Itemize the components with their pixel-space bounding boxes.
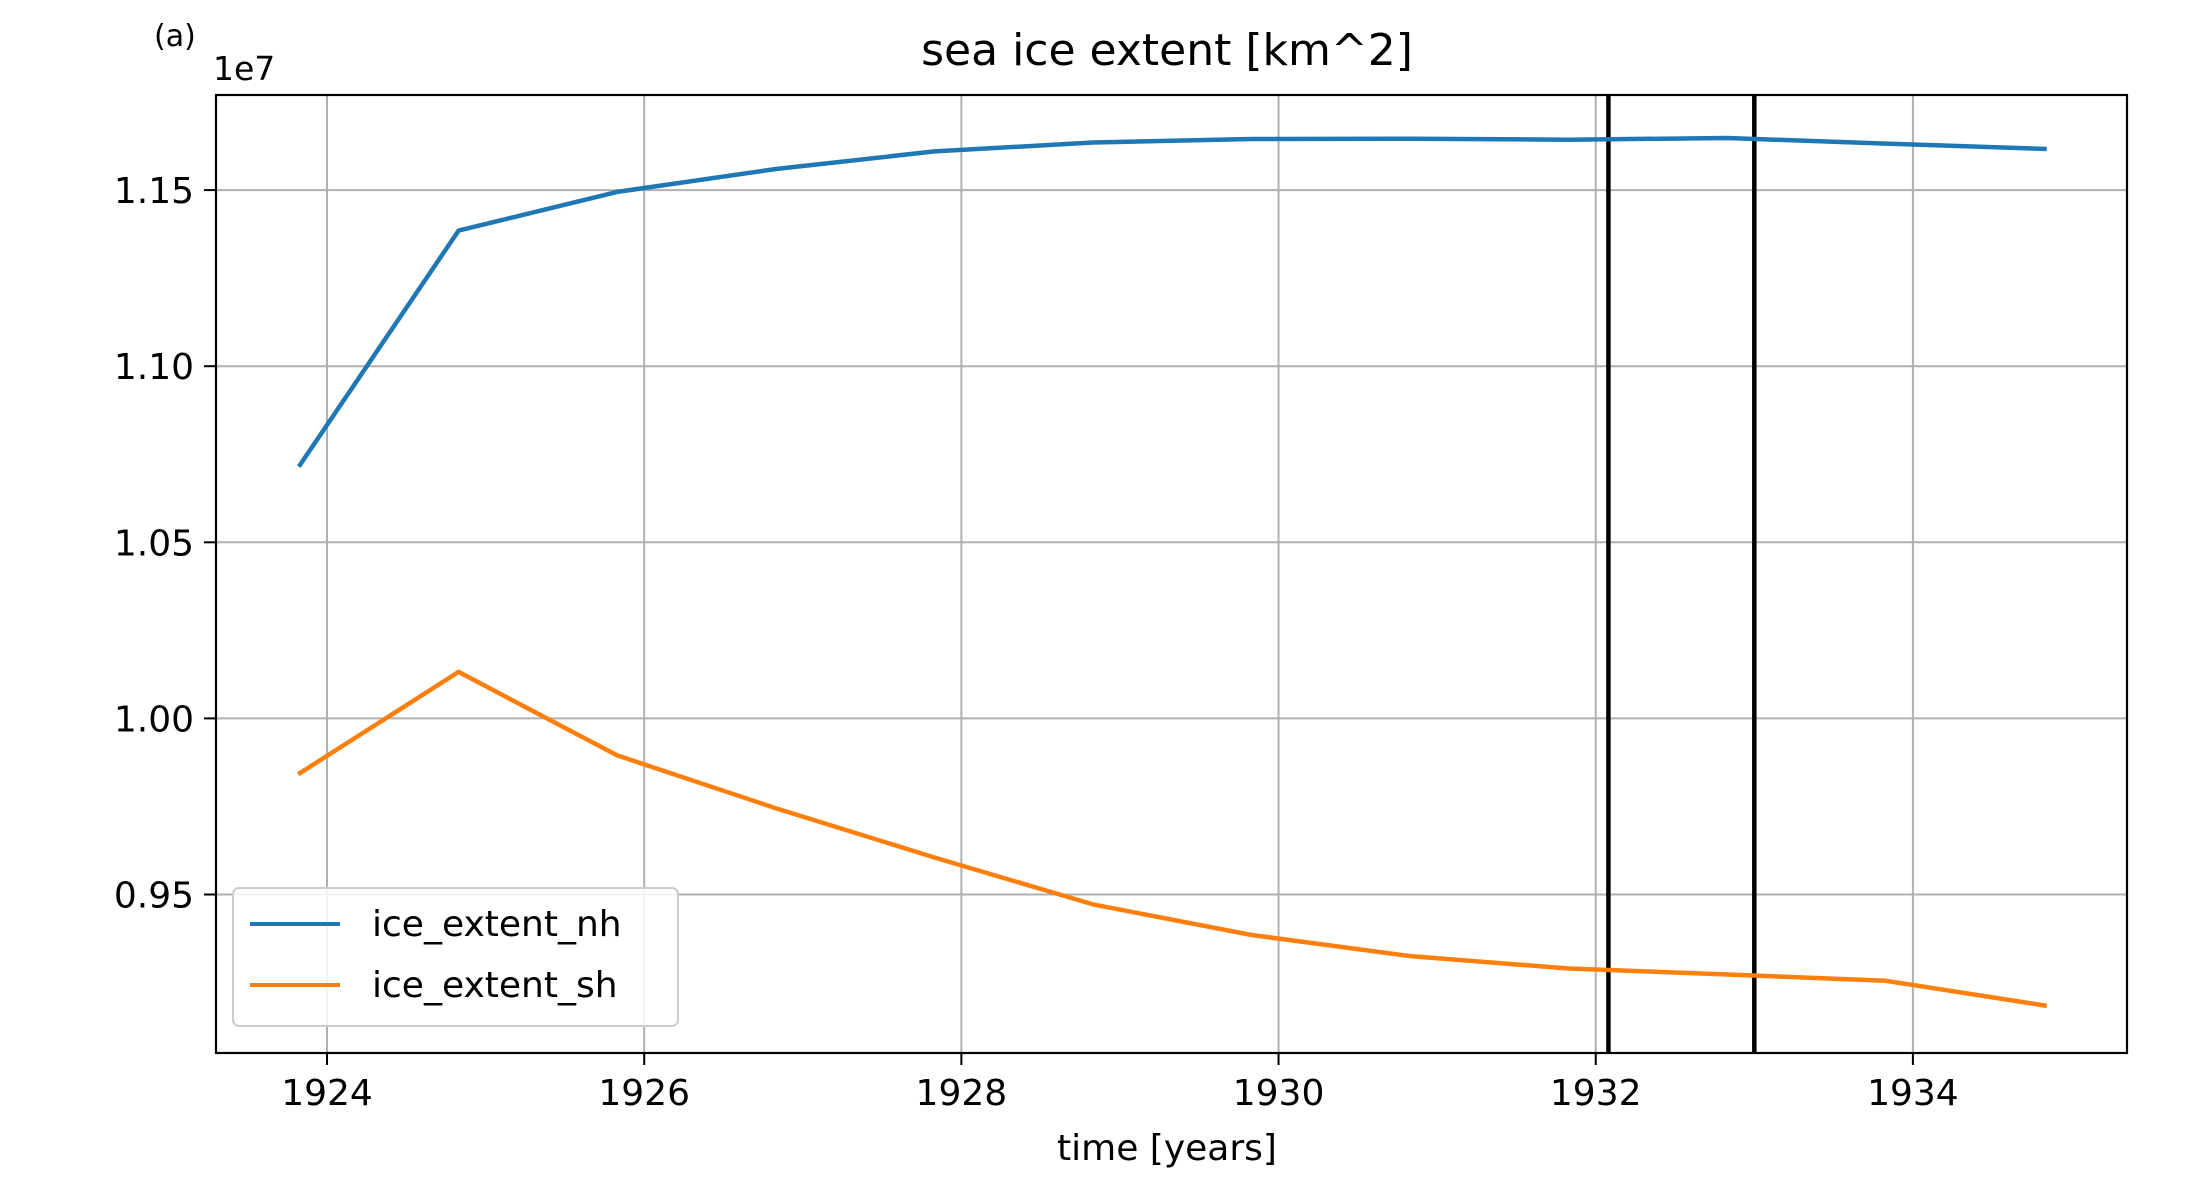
legend-label-nh: ice_extent_nh <box>372 904 622 945</box>
vertical-markers <box>1606 95 1757 1053</box>
panel-label: (a) <box>154 19 196 54</box>
x-axis-label: time [years] <box>1057 1128 1277 1169</box>
series-line-ice_extent_nh <box>296 135 2047 468</box>
x-tick-label: 1924 <box>281 1073 373 1114</box>
y-offset-label: 1e7 <box>213 49 275 88</box>
y-tick-label: 0.95 <box>114 876 194 917</box>
ticks: 1924 1926 1928 1930 1932 1934 0.95 1.00 1.05 1.10… <box>114 171 1959 1114</box>
y-tick-label: 1.00 <box>114 699 194 740</box>
y-tick-label: 1.10 <box>114 347 194 388</box>
x-tick-label: 1926 <box>598 1073 690 1114</box>
series-line-ice_extent_sh <box>296 669 2048 1009</box>
x-tick-label: 1930 <box>1233 1073 1325 1114</box>
x-tick-label: 1934 <box>1867 1073 1959 1114</box>
y-tick-label: 1.15 <box>114 171 194 212</box>
chart-title: sea ice extent [km^2] <box>921 25 1413 76</box>
x-tick-label: 1928 <box>916 1073 1008 1114</box>
legend-box <box>232 887 679 1027</box>
legend-label-sh: ice_extent_sh <box>372 965 618 1006</box>
y-tick-label: 1.05 <box>114 523 194 564</box>
series-lines <box>296 135 2048 1009</box>
x-tick-label: 1932 <box>1550 1073 1642 1114</box>
axes-frame <box>214 93 2129 1055</box>
grid <box>216 95 2127 1053</box>
legend: ice_extent_nh ice_extent_sh <box>232 887 679 1027</box>
